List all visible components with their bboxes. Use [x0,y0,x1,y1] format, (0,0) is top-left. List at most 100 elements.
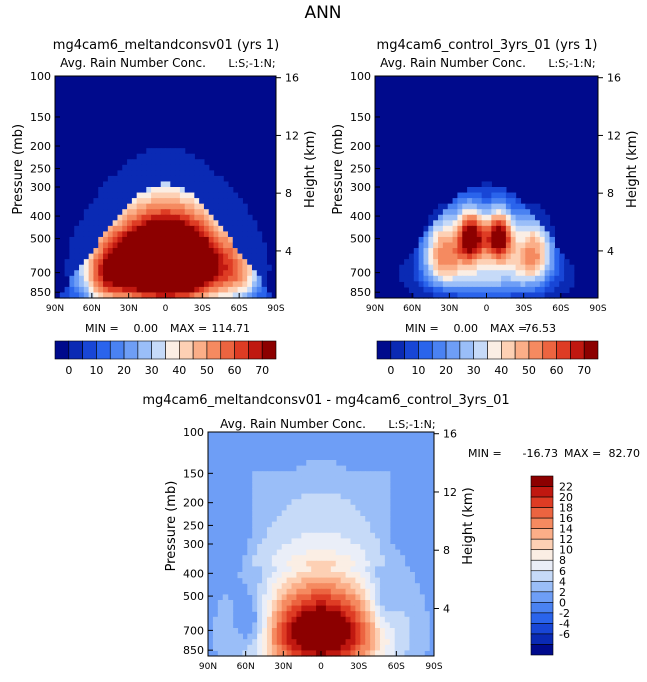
heatmap-cell [281,572,288,579]
heatmap-cell [218,259,224,266]
heatmap-cell [433,242,439,249]
heatmap-cell [394,650,401,657]
heatmap-cell [306,572,312,579]
heatmap-cell [127,242,133,249]
heatmap-cell [414,650,420,657]
heatmap-cell [355,639,361,646]
heatmap-cell [418,253,425,260]
heatmap-cell [360,628,366,635]
heatmap-cell [414,588,420,595]
heatmap-cell [262,527,268,534]
heatmap-cell [413,286,420,294]
heatmap-cell [544,286,551,294]
heatmap-cell [399,583,406,590]
heatmap-cell [505,220,512,227]
heatmap-cell [544,270,551,277]
heatmap-cell [237,275,243,282]
heatmap-cell [141,231,147,238]
heatmap-cell [355,493,361,500]
heatmap-cell [418,270,425,277]
heatmap-cell [370,639,376,646]
heatmap-cell [291,476,298,483]
heatmap-cell [496,192,502,199]
heatmap-cell [146,153,152,160]
heatmap-cell [291,644,298,651]
heatmap-cell [107,236,114,244]
heatmap-cell [384,488,391,495]
heatmap-cell [189,220,195,227]
heatmap-cell [534,286,541,294]
heatmap-cell [471,192,478,199]
heatmap-cell [559,275,565,282]
heatmap-cell [476,220,483,227]
heatmap-cell [122,275,128,282]
y-tick-label: 500 [30,233,51,246]
heatmap-cell [184,275,191,282]
heatmap-cell [208,203,215,210]
heatmap-cell [394,549,401,556]
heatmap-cell [88,259,95,266]
heatmap-cell [316,588,322,595]
heatmap-cell [88,236,95,244]
heatmap-cell [247,220,253,227]
heatmap-cell [127,264,133,271]
panel-1-axes: 90N 60N 30N 0 30S 60S 90S100150200250300400500… [11,70,318,314]
heatmap-cell [375,516,381,523]
heatmap-cell [151,175,157,183]
heatmap-cell [476,286,483,294]
heatmap-cell [141,175,147,183]
heatmap-cell [83,259,90,266]
heatmap-cell [510,270,517,277]
heatmap-cell [501,275,507,282]
heatmap-cell [335,465,342,472]
heatmap-cell [350,628,356,635]
heatmap-cell [379,616,386,623]
colorbar-swatch [248,340,263,360]
heatmap-cell [355,510,361,517]
heatmap-cell [325,572,332,579]
panel-1-colorbar: 0 10 20 30 40 50 60 70 [54,340,277,377]
heatmap-cell [257,644,263,651]
heatmap-cell [194,203,200,210]
heatmap-cell [330,572,337,579]
heatmap-cell [510,225,517,232]
heatmap-cell [262,471,268,478]
heatmap-cell [136,187,143,194]
heatmap-cell [281,611,288,618]
heatmap-cell [433,270,439,277]
heatmap-cell [476,187,483,194]
heatmap-cell [520,225,526,232]
heatmap-cell [93,236,99,244]
heatmap-cell [262,644,268,651]
heatmap-cell [316,521,322,528]
heatmap-cell [370,527,376,534]
heatmap-cell [131,181,138,188]
heatmap-cell [155,148,162,155]
heatmap-cell [117,181,123,188]
heatmap-cell [486,242,492,249]
heatmap-cell [276,633,283,640]
heatmap-cell [160,181,167,188]
heatmap-cell [281,516,288,523]
heatmap-cell [408,253,415,260]
heatmap-cell [237,281,243,288]
heatmap-cell [375,560,381,567]
heatmap-cell [409,650,415,657]
heatmap-cell [93,281,99,288]
heatmap-cell [355,544,361,551]
y2-tick-label: 8 [443,544,450,557]
heatmap-cell [530,248,536,255]
heatmap-cell [247,270,253,277]
heatmap-cell [360,488,366,495]
heatmap-cell [491,292,497,299]
heatmap-cell [217,628,224,635]
heatmap-cell [155,198,162,205]
heatmap-cell [505,214,512,221]
heatmap-cell [476,192,483,199]
heatmap-cell [355,476,361,483]
heatmap-cell [199,242,205,249]
heatmap-cell [79,220,85,227]
heatmap-cell [355,532,361,539]
heatmap-cell [350,493,356,500]
heatmap-cell [544,275,551,282]
